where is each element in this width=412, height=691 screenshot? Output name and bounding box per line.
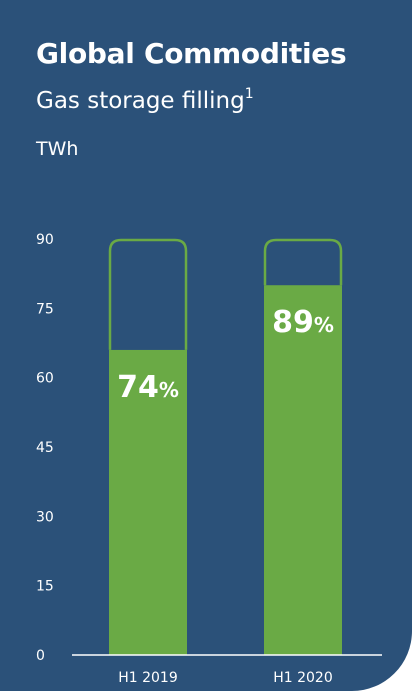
bar: [109, 349, 187, 655]
bar: [264, 285, 342, 655]
unit-label: TWh: [36, 138, 79, 160]
x-category-label: H1 2019: [118, 670, 178, 686]
chart-subtitle: Gas storage filling1: [36, 86, 254, 114]
data-label-suffix: %: [159, 378, 179, 402]
data-label-suffix: %: [314, 313, 334, 337]
data-label-value: 89: [272, 305, 314, 340]
y-tick-label: 75: [36, 301, 54, 317]
footnote-marker: 1: [244, 86, 254, 102]
x-category-label: H1 2020: [273, 670, 333, 686]
chart-title: Global Commodities: [36, 37, 347, 70]
capacity-outline: [108, 238, 188, 350]
data-label: 74%: [117, 370, 179, 405]
y-tick-label: 0: [36, 648, 45, 664]
y-tick-label: 90: [36, 232, 54, 248]
data-label-value: 74: [117, 370, 159, 405]
subtitle-text: Gas storage filling: [36, 88, 245, 114]
y-tick-label: 60: [36, 371, 54, 387]
y-tick-label: 15: [36, 579, 54, 595]
y-tick-label: 30: [36, 509, 54, 525]
capacity-outline: [263, 238, 343, 286]
data-label: 89%: [272, 305, 334, 340]
y-tick-label: 45: [36, 440, 54, 456]
